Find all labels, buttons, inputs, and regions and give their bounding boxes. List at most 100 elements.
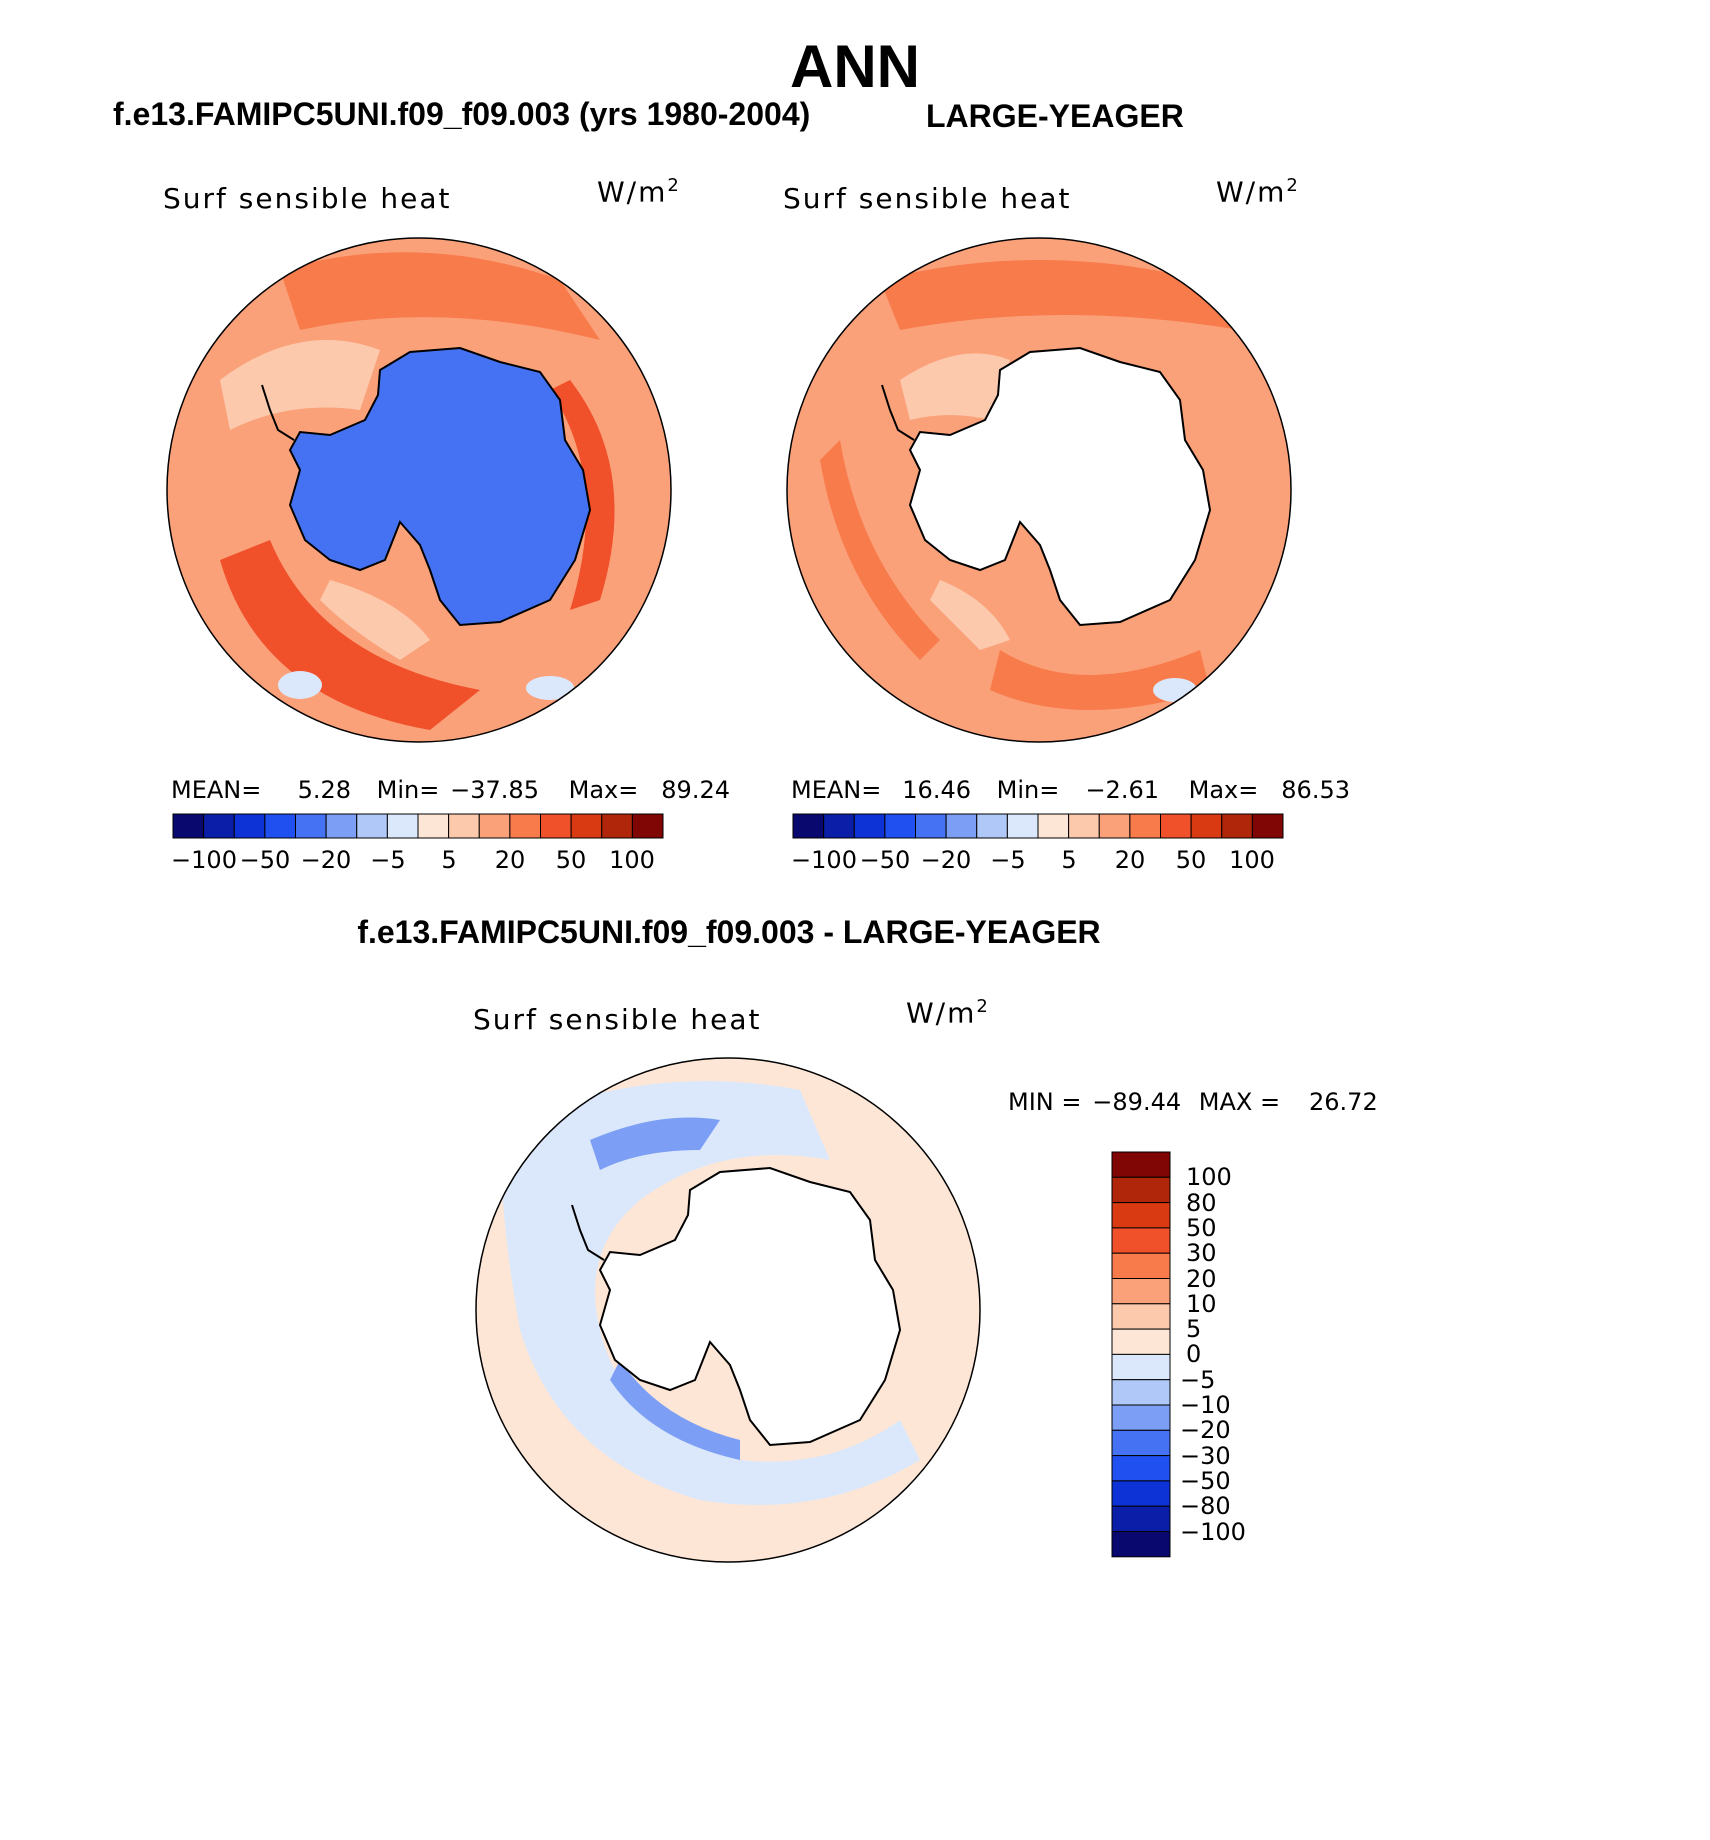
- panel1-warm-band: [220, 540, 480, 730]
- panel1-stats: MEAN= 5.28 Min= −37.85 Max= 89.24: [171, 776, 730, 804]
- panel1-colorbar-box: [570, 813, 603, 839]
- panel1-colorbar-box: [325, 813, 358, 839]
- diff-colorbar-box: [1111, 1252, 1171, 1279]
- panel1-polar-map: [166, 237, 672, 743]
- diff-units-label: W/m2: [906, 996, 990, 1030]
- panel2-peninsula-coast: [881, 384, 915, 441]
- panel2-colorbar-box: [1006, 813, 1039, 839]
- diff-colorbar-tick-label: 0: [1186, 1340, 1202, 1369]
- panel1-colorbar-box: [631, 813, 664, 839]
- diff-variable-label: Surf sensible heat: [473, 1003, 762, 1036]
- panel2-colorbar-box: [915, 813, 947, 839]
- panel1-colorbar: [172, 813, 664, 839]
- diff-colorbar-box: [1111, 1202, 1171, 1229]
- diff-colorbar-tick-label: 80: [1186, 1188, 1217, 1217]
- panel2-warm-band: [990, 650, 1210, 710]
- panel1-case-title: f.e13.FAMIPC5UNI.f09_f09.003 (yrs 1980-2…: [113, 96, 811, 132]
- panel1-peninsula-coast: [261, 384, 295, 441]
- panel1-units-label: W/m2: [597, 175, 681, 209]
- diff-colorbar-box: [1111, 1404, 1171, 1431]
- diff-negative-band: [610, 1360, 740, 1460]
- diff-colorbar-tick-label: −80: [1180, 1492, 1231, 1521]
- panel2-cool-band: [930, 580, 1010, 650]
- panel2-cool-spot: [1153, 678, 1197, 702]
- panel1-cool-band: [220, 340, 380, 430]
- diff-colorbar-box: [1111, 1353, 1171, 1381]
- panel1-variable-label: Surf sensible heat: [163, 182, 452, 215]
- diff-colorbar-tick-label: 30: [1186, 1239, 1217, 1268]
- panel1-colorbar-box: [295, 813, 327, 839]
- diff-colorbar-box: [1111, 1505, 1171, 1532]
- panel1-colorbar-box: [264, 813, 296, 839]
- panel2-colorbar: [792, 813, 1284, 839]
- panel2-colorbar-box: [1098, 813, 1131, 839]
- panel2-map-border: [786, 237, 1292, 743]
- diff-colorbar-box: [1111, 1151, 1171, 1178]
- panel1-colorbar-box: [386, 813, 419, 839]
- panel2-polar-map: [786, 237, 1292, 743]
- diff-colorbar-tick-label: 100: [1186, 1163, 1232, 1192]
- panel2-case-title: LARGE-YEAGER: [926, 98, 1184, 134]
- diff-case-title: f.e13.FAMIPC5UNI.f09_f09.003 - LARGE-YEA…: [357, 914, 1101, 950]
- panel2-cool-band: [900, 353, 1010, 420]
- diff-colorbar-box: [1111, 1176, 1171, 1204]
- panel2-colorbar-box: [1037, 813, 1070, 839]
- panel2-warm-band: [880, 260, 1240, 330]
- diff-colorbar-box: [1111, 1278, 1171, 1305]
- panel2-stats: MEAN= 16.46 Min= −2.61 Max= 86.53: [791, 776, 1350, 804]
- diff-colorbar: [1111, 1151, 1171, 1558]
- diff-colorbar-box: [1111, 1480, 1171, 1507]
- panel1-colorbar-box: [417, 813, 450, 839]
- main-title: ANN: [790, 33, 920, 100]
- diff-stats: MIN = −89.44 MAX = 26.72: [1008, 1088, 1378, 1116]
- diff-colorbar-tick-label: −30: [1180, 1441, 1231, 1470]
- panel2-colorbar-box: [1251, 813, 1284, 839]
- diff-peninsula-coast: [571, 1204, 605, 1261]
- diff-colorbar-box: [1111, 1227, 1171, 1254]
- diff-negative-band: [590, 1117, 720, 1170]
- diff-colorbar-tick-label: 50: [1186, 1213, 1217, 1242]
- diff-colorbar-box: [1111, 1328, 1171, 1355]
- diff-colorbar-box: [1111, 1303, 1171, 1330]
- panel2-warm-band: [820, 440, 940, 660]
- panel2-colorbar-box: [1068, 813, 1100, 839]
- panel1-cool-spot: [278, 671, 322, 699]
- panel2-units-label: W/m2: [1216, 175, 1300, 209]
- panel2-colorbar-box: [792, 813, 825, 839]
- diff-colorbar-tick-label: 10: [1186, 1289, 1217, 1318]
- diff-colorbar-tick-label: −5: [1180, 1365, 1216, 1394]
- panel2-colorbar-box: [1221, 813, 1253, 839]
- panel1-colorbar-box: [448, 813, 480, 839]
- panel2-variable-label: Surf sensible heat: [783, 182, 1072, 215]
- panel1-cool-band: [320, 580, 430, 660]
- panel1-colorbar-box: [233, 813, 266, 839]
- diff-colorbar-box: [1111, 1455, 1171, 1482]
- diff-antarctica-land: [598, 1166, 902, 1447]
- panel1-colorbar-box: [356, 813, 388, 839]
- diff-colorbar-tick-label: 5: [1186, 1315, 1202, 1344]
- panel1-colorbar-box: [172, 813, 205, 839]
- panel2-colorbar-box: [1129, 813, 1161, 839]
- diff-polar-map: [475, 1057, 981, 1563]
- panel1-colorbar-box: [601, 813, 633, 839]
- panel1-colorbar-box: [478, 813, 511, 839]
- panel2-colorbar-box: [823, 813, 855, 839]
- panel1-warm-band: [280, 252, 600, 340]
- diff-colorbar-box: [1111, 1531, 1171, 1558]
- diff-colorbar-tick-label: 20: [1186, 1264, 1217, 1293]
- diff-colorbar-tick-label: −100: [1180, 1517, 1246, 1546]
- panel1-colorbar-box: [509, 813, 541, 839]
- panel2-colorbar-box: [1190, 813, 1223, 839]
- panel1-colorbar-box: [540, 813, 572, 839]
- diff-colorbar-tick-label: −20: [1180, 1416, 1231, 1445]
- diff-colorbar-box: [1111, 1429, 1171, 1457]
- panel2-colorbar-box: [853, 813, 886, 839]
- panel2-colorbar-box: [884, 813, 916, 839]
- panel2-colorbar-box: [945, 813, 978, 839]
- panel2-antarctica-land: [908, 346, 1212, 627]
- panel2-colorbar-box: [1160, 813, 1192, 839]
- panel1-warm-band: [550, 380, 615, 610]
- panel1-colorbar-box: [203, 813, 235, 839]
- diff-colorbar-box: [1111, 1379, 1171, 1406]
- diff-negative-band: [500, 1081, 920, 1505]
